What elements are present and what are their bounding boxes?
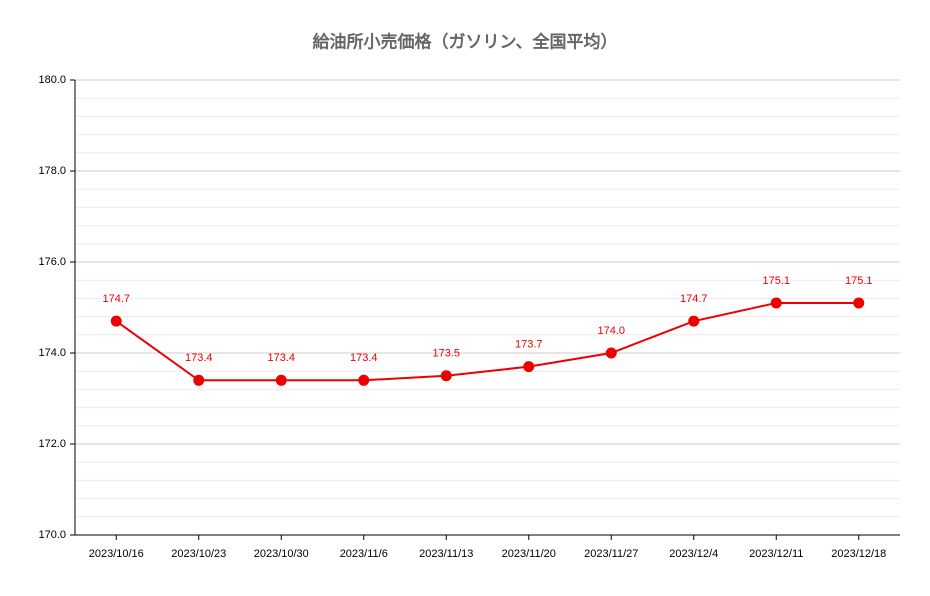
marker — [275, 374, 287, 386]
x-tick-label: 2023/10/16 — [89, 548, 144, 560]
data-label: 173.4 — [185, 352, 213, 364]
marker — [605, 347, 617, 359]
data-label: 174.7 — [680, 293, 708, 305]
data-label: 173.4 — [350, 352, 378, 364]
marker — [358, 374, 370, 386]
x-tick-label: 2023/12/18 — [831, 548, 886, 560]
marker — [688, 315, 700, 327]
x-tick-label: 2023/12/11 — [749, 548, 803, 560]
y-tick-label: 174.0 — [38, 347, 66, 359]
data-label: 174.7 — [102, 293, 130, 305]
x-tick-label: 2023/12/4 — [669, 548, 718, 560]
data-label: 175.1 — [762, 275, 790, 287]
marker — [770, 297, 782, 309]
marker — [440, 370, 452, 382]
y-tick-label: 170.0 — [38, 529, 66, 541]
marker — [523, 361, 535, 373]
data-label: 175.1 — [845, 275, 873, 287]
y-tick-label: 176.0 — [38, 256, 66, 268]
x-tick-label: 2023/10/23 — [171, 548, 226, 560]
data-label: 173.7 — [515, 339, 543, 351]
x-tick-label: 2023/10/30 — [254, 548, 309, 560]
chart-title: 給油所小売価格（ガソリン、全国平均） — [313, 31, 618, 51]
marker — [110, 315, 122, 327]
x-tick-label: 2023/11/6 — [340, 548, 388, 560]
data-label: 173.4 — [267, 352, 295, 364]
x-tick-label: 2023/11/13 — [419, 548, 473, 560]
y-tick-label: 172.0 — [38, 438, 66, 450]
line — [115, 301, 859, 382]
x-tick-label: 2023/11/27 — [584, 548, 638, 560]
y-tick-label: 178.0 — [38, 165, 66, 177]
x-tick-label: 2023/11/20 — [502, 548, 556, 560]
y-tick-label: 180.0 — [38, 74, 66, 86]
data-label: 174.0 — [597, 325, 625, 337]
data-label: 173.5 — [432, 348, 460, 360]
marker — [193, 374, 205, 386]
marker — [853, 297, 865, 309]
